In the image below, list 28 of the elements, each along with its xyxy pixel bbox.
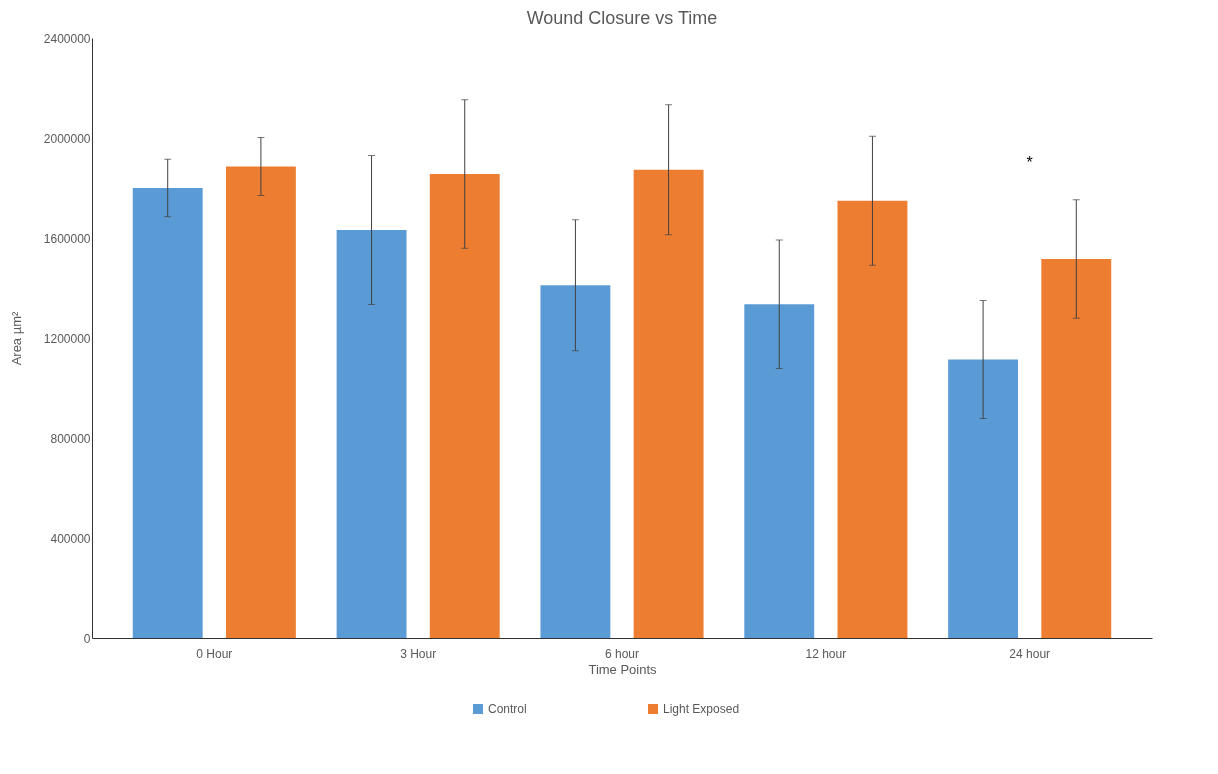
- bar: [429, 174, 500, 638]
- bar: [225, 166, 296, 638]
- y-tick-label: 400000: [50, 531, 91, 546]
- bar: [744, 304, 815, 638]
- bar: [633, 169, 704, 638]
- y-tick-label: 800000: [50, 431, 91, 446]
- x-tick-label: 6 hour: [604, 646, 640, 661]
- y-tick-label: 2000000: [43, 131, 91, 146]
- x-tick-label: 12 hour: [805, 646, 847, 661]
- x-tick-label: 0 Hour: [196, 646, 233, 661]
- bar: [336, 230, 407, 638]
- legend-label: Control: [488, 702, 527, 716]
- x-tick-label: 3 Hour: [400, 646, 437, 661]
- y-tick-label: 1200000: [43, 331, 91, 346]
- bar: [837, 200, 908, 638]
- annotation: *: [1026, 154, 1033, 171]
- y-tick-label: 0: [83, 631, 91, 646]
- bar: [540, 285, 611, 638]
- bar: [132, 188, 203, 638]
- chart-title: Wound Closure vs Time: [526, 8, 718, 28]
- legend-label: Light Exposed: [663, 702, 740, 716]
- y-tick-label: 2400000: [43, 31, 91, 46]
- y-axis-title: Area µm²: [8, 310, 24, 366]
- bar: [1041, 259, 1112, 638]
- x-tick-label: 24 hour: [1009, 646, 1051, 661]
- x-axis-title: Time Points: [588, 661, 658, 677]
- bar: [948, 359, 1019, 638]
- y-tick-label: 1600000: [43, 231, 91, 246]
